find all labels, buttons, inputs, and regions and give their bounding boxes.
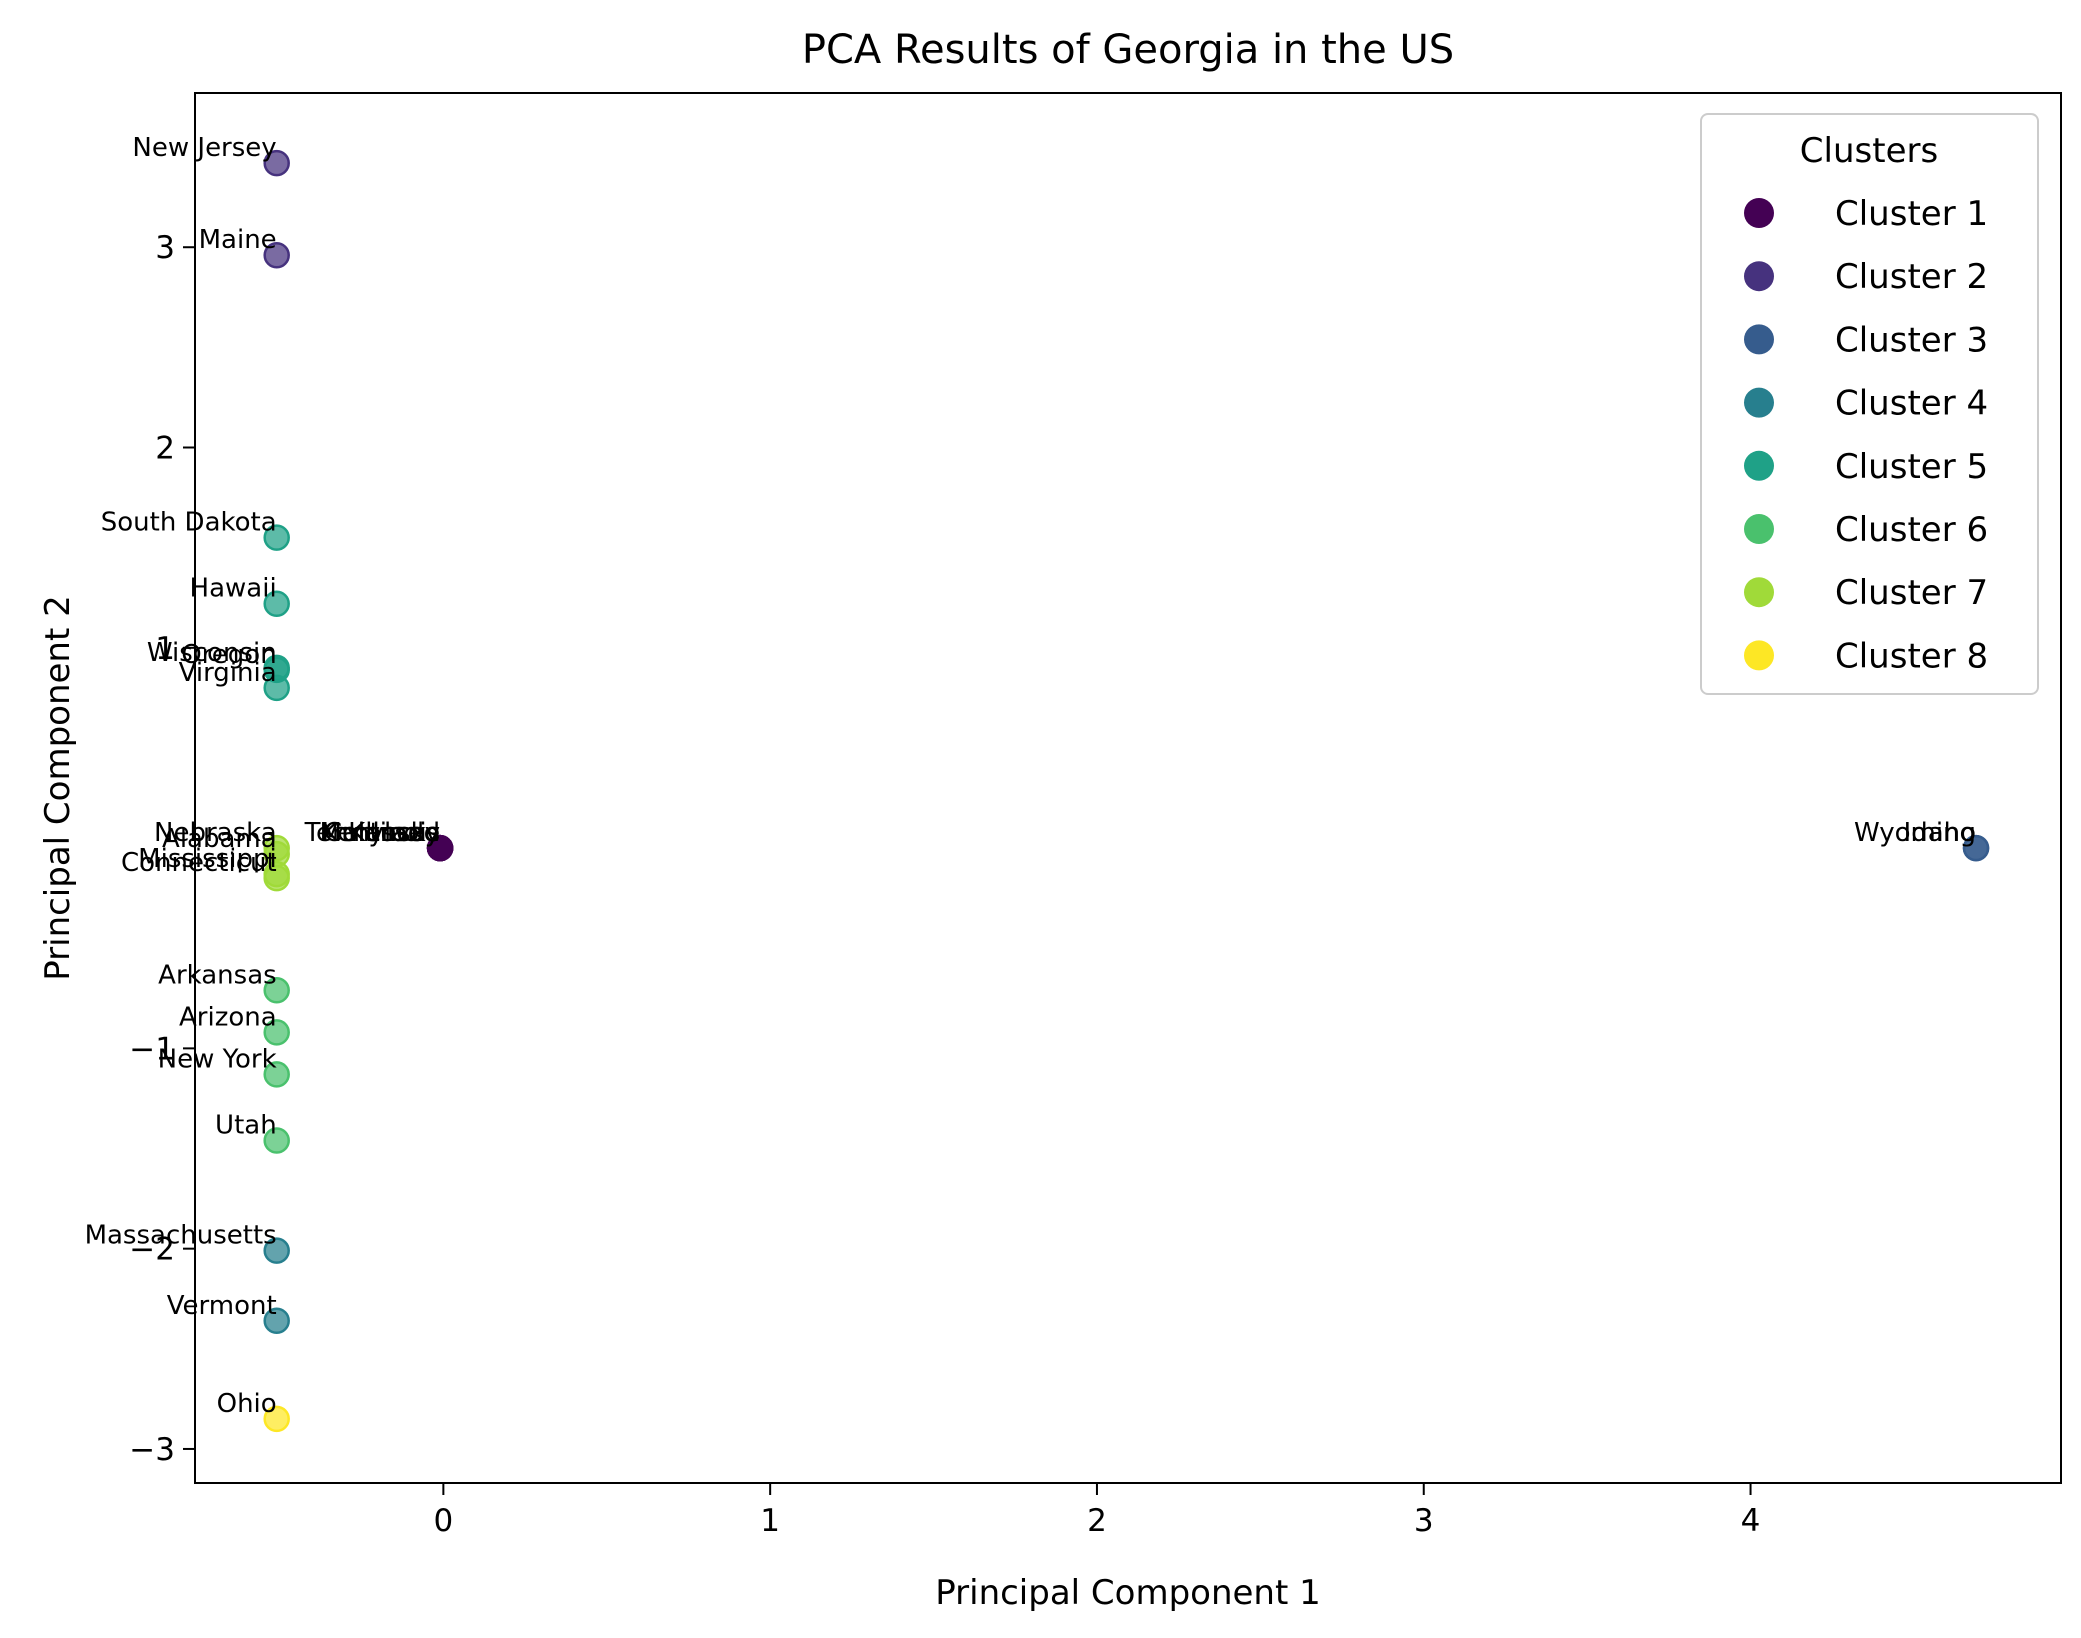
point-label: Idaho xyxy=(1904,818,1977,848)
x-tick-label: 4 xyxy=(1741,1503,1761,1539)
point-label: Ohio xyxy=(217,1389,277,1419)
legend-entry-label: Cluster 1 xyxy=(1835,194,1988,234)
legend-marker xyxy=(1744,387,1774,418)
point-label: Kentucky xyxy=(321,818,440,848)
legend-entry-label: Cluster 8 xyxy=(1835,636,1988,676)
y-tick-label: 3 xyxy=(155,230,175,266)
legend-entry-label: Cluster 4 xyxy=(1835,384,1988,424)
y-axis-label: Principal Component 2 xyxy=(38,595,78,981)
data-point xyxy=(263,1405,290,1433)
legend-entry-label: Cluster 7 xyxy=(1835,573,1988,613)
x-axis-label: Principal Component 1 xyxy=(935,1573,1321,1613)
data-point xyxy=(263,674,290,702)
x-axis-ticks: 0 1 2 3 4 xyxy=(433,1483,1760,1539)
point-labels-layer: New Jersey Maine South Dakota Hawaii Wiscons… xyxy=(85,133,1976,1419)
legend-entry-label: Cluster 6 xyxy=(1835,510,1988,550)
point-label: New Jersey xyxy=(132,133,276,163)
data-point xyxy=(263,590,290,617)
data-point xyxy=(263,1061,290,1088)
x-tick-label: 0 xyxy=(433,1503,453,1539)
data-point xyxy=(263,524,290,551)
legend-title: Clusters xyxy=(1800,131,1938,171)
data-point xyxy=(1962,834,1990,862)
data-point xyxy=(263,864,290,892)
point-label: Mississippi xyxy=(138,844,277,874)
legend-entry-label: Cluster 3 xyxy=(1835,320,1988,360)
point-label: Maryland xyxy=(320,818,441,848)
points-layer xyxy=(263,149,1990,1433)
x-tick-label: 3 xyxy=(1414,1503,1434,1539)
data-point xyxy=(263,1019,290,1046)
legend-marker xyxy=(1744,577,1774,608)
point-label: New York xyxy=(158,1044,277,1074)
point-label: Hawaii xyxy=(190,574,277,604)
data-point xyxy=(263,1237,290,1264)
y-tick-label: −3 xyxy=(129,1432,175,1468)
y-axis-ticks: −3 −2 −1 1 2 3 xyxy=(129,230,195,1468)
data-point xyxy=(263,241,290,269)
point-label: Maine xyxy=(199,225,277,255)
point-label: Colorado xyxy=(324,818,440,848)
point-label: Massachusetts xyxy=(85,1221,277,1251)
legend-entry-label: Cluster 5 xyxy=(1835,447,1988,487)
y-tick-label: −1 xyxy=(129,1031,175,1067)
y-tick-label: 1 xyxy=(155,631,175,667)
point-label: Arizona xyxy=(179,1002,277,1032)
y-tick-label: −2 xyxy=(129,1232,175,1268)
data-point xyxy=(263,977,290,1004)
point-label: Tennessee xyxy=(304,818,441,848)
plot-frame xyxy=(194,92,2062,1484)
x-tick-label: 2 xyxy=(1087,1503,1107,1539)
data-point xyxy=(263,1307,290,1335)
legend-marker xyxy=(1744,324,1774,355)
point-label: Wyoming xyxy=(1854,818,1976,848)
point-label: Kansas xyxy=(348,818,440,848)
point-label: Vermont xyxy=(167,1291,277,1321)
legend-frame xyxy=(1700,113,2039,695)
y-tick-label: 2 xyxy=(155,431,175,467)
chart-title: PCA Results of Georgia in the US xyxy=(802,27,1454,73)
legend-marker xyxy=(1744,640,1774,671)
legend-entry-label: Cluster 2 xyxy=(1835,257,1988,297)
point-label: Nebraska xyxy=(154,818,277,848)
data-point xyxy=(263,1127,290,1154)
point-label: Utah xyxy=(215,1111,277,1141)
point-label: Arkansas xyxy=(158,960,277,990)
data-point xyxy=(426,834,454,862)
point-label: Oregon xyxy=(181,640,276,670)
legend-marker xyxy=(1744,261,1774,292)
point-label: South Dakota xyxy=(101,508,277,538)
point-label: Illinois xyxy=(358,818,441,848)
point-label: Alabama xyxy=(162,824,277,854)
point-label: Wisconsin xyxy=(147,638,277,668)
point-label: Virginia xyxy=(179,658,277,688)
legend-entries: Cluster 1 Cluster 2 Cluster 3 Cluster 4 Clus… xyxy=(1744,194,1988,676)
point-label: Connecticut xyxy=(121,848,277,878)
legend-marker xyxy=(1744,450,1774,481)
data-point xyxy=(263,149,290,177)
x-tick-label: 1 xyxy=(760,1503,780,1539)
legend-marker xyxy=(1744,514,1774,544)
legend-marker xyxy=(1744,198,1774,228)
